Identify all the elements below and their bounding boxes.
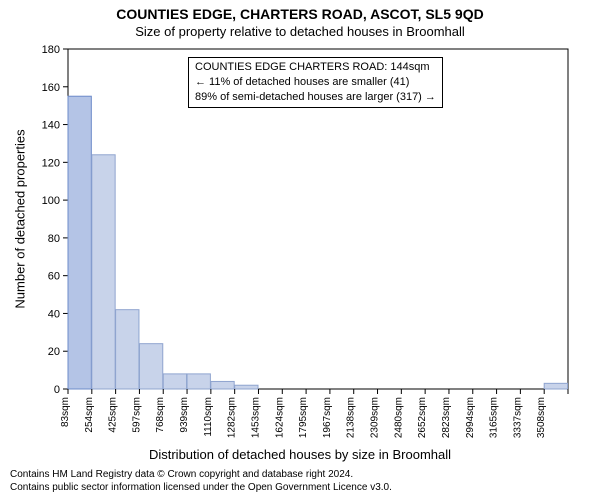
svg-text:83sqm: 83sqm (60, 397, 71, 427)
bar (116, 310, 139, 389)
svg-text:140: 140 (42, 120, 60, 132)
footer-attribution: Contains HM Land Registry data © Crown c… (10, 468, 590, 494)
svg-text:1967sqm: 1967sqm (322, 397, 333, 438)
svg-text:597sqm: 597sqm (131, 397, 142, 433)
svg-text:120: 120 (42, 157, 60, 169)
svg-text:160: 160 (42, 82, 60, 94)
svg-text:3508sqm: 3508sqm (536, 397, 547, 438)
chart-title: COUNTIES EDGE, CHARTERS ROAD, ASCOT, SL5… (10, 6, 590, 22)
svg-text:425sqm: 425sqm (108, 397, 119, 433)
chart-subtitle: Size of property relative to detached ho… (10, 24, 590, 39)
footer-line-1: Contains HM Land Registry data © Crown c… (10, 468, 590, 481)
svg-text:1282sqm: 1282sqm (227, 397, 238, 438)
svg-text:20: 20 (48, 346, 60, 358)
svg-text:2480sqm: 2480sqm (393, 397, 404, 438)
bar (139, 344, 162, 389)
svg-text:0: 0 (54, 384, 60, 396)
chart-area: Number of detached properties 0 20 40 60 80 1… (10, 43, 580, 445)
bar (211, 381, 234, 389)
bar (163, 374, 186, 389)
svg-text:2994sqm: 2994sqm (465, 397, 476, 438)
svg-text:3165sqm: 3165sqm (489, 397, 500, 438)
svg-text:60: 60 (48, 271, 60, 283)
x-axis-label: Distribution of detached houses by size … (10, 447, 590, 462)
svg-text:254sqm: 254sqm (84, 397, 95, 433)
svg-text:768sqm: 768sqm (155, 397, 166, 433)
y-axis-label: Number of detached properties (13, 129, 28, 308)
svg-text:100: 100 (42, 195, 60, 207)
bar (187, 374, 210, 389)
bar (235, 385, 258, 389)
legend-line-1: COUNTIES EDGE CHARTERS ROAD: 144sqm (195, 60, 436, 75)
svg-text:2138sqm: 2138sqm (346, 397, 357, 438)
svg-text:80: 80 (48, 233, 60, 245)
bar (544, 383, 567, 389)
svg-text:2823sqm: 2823sqm (441, 397, 452, 438)
legend-box: COUNTIES EDGE CHARTERS ROAD: 144sqm ← 11… (188, 57, 443, 108)
svg-text:3337sqm: 3337sqm (512, 397, 523, 438)
legend-line-3: 89% of semi-detached houses are larger (… (195, 90, 436, 105)
bar (68, 96, 91, 389)
svg-text:1453sqm: 1453sqm (250, 397, 261, 438)
svg-text:180: 180 (42, 44, 60, 56)
svg-text:2652sqm: 2652sqm (417, 397, 428, 438)
legend-line-2: ← 11% of detached houses are smaller (41… (195, 75, 436, 90)
svg-text:1110sqm: 1110sqm (203, 397, 214, 437)
svg-text:939sqm: 939sqm (179, 397, 190, 433)
svg-text:1795sqm: 1795sqm (298, 397, 309, 438)
footer-line-2: Contains public sector information licen… (10, 481, 590, 494)
svg-text:40: 40 (48, 308, 60, 320)
svg-text:1624sqm: 1624sqm (274, 397, 285, 438)
bar (92, 155, 115, 389)
svg-text:2309sqm: 2309sqm (370, 397, 381, 438)
